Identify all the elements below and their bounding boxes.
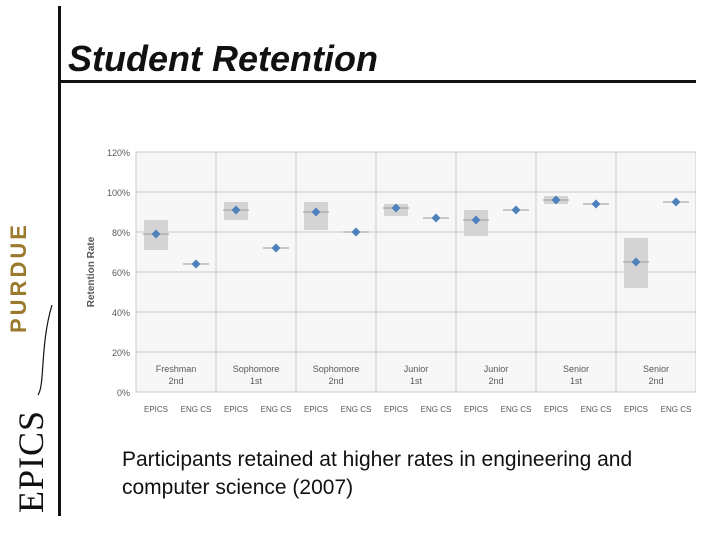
group-label-line1: Senior [643,364,669,374]
data-point-diamond [591,199,601,209]
y-tick-label: 0% [117,388,130,398]
logo-swash [37,304,53,396]
x-tick-label: ENG CS [501,405,532,414]
x-tick-label: ENG CS [661,405,692,414]
y-tick-label: 20% [112,348,130,358]
y-tick-label: 40% [112,308,130,318]
data-point-diamond [511,205,521,215]
x-tick-label: EPICS [464,405,488,414]
data-point-diamond [431,213,441,223]
x-tick-label: EPICS [224,405,248,414]
group-label-line2: 2nd [488,376,503,386]
horizontal-rule [58,80,696,83]
data-point-diamond [151,229,161,239]
epics-purdue-logo: PURDUE EPICS [0,195,58,520]
group-label-line1: Freshman [156,364,197,374]
group-label-line1: Senior [563,364,589,374]
x-tick-label: EPICS [144,405,168,414]
marker-layer [151,195,681,269]
y-tick-label: 100% [107,188,130,198]
x-tick-label: EPICS [624,405,648,414]
x-tick-label: ENG CS [581,405,612,414]
data-point-diamond [311,207,321,217]
slide-caption: Participants retained at higher rates in… [122,448,633,499]
data-point-diamond [271,243,281,253]
grid-layer [135,151,696,393]
data-point-diamond [671,197,681,207]
slide-title: Student Retention [68,38,378,79]
y-tick-label: 120% [107,148,130,158]
group-label-line2: 1st [250,376,263,386]
group-label-line1: Sophomore [233,364,280,374]
x-tick-label: EPICS [384,405,408,414]
x-tick-label: ENG CS [181,405,212,414]
data-point-diamond [471,215,481,225]
data-point-diamond [391,203,401,213]
label-layer: 0% 20% 40% 60% 80% 100% 120% Freshman 2nd EPICS EN… [107,148,691,414]
group-label-line2: 1st [410,376,423,386]
epics-wordmark: EPICS [11,409,51,513]
x-tick-label: EPICS [304,405,328,414]
x-tick-label: ENG CS [261,405,292,414]
group-label-line2: 2nd [328,376,343,386]
retention-chart: 0% 20% 40% 60% 80% 100% 120% Freshman 2nd EPICS EN… [80,137,696,431]
group-label-line2: 2nd [648,376,663,386]
y-axis-title: Retention Rate [86,236,97,307]
data-point-diamond [551,195,561,205]
group-label-line2: 1st [570,376,583,386]
data-point-diamond [191,259,201,269]
data-point-diamond [351,227,361,237]
x-tick-label: ENG CS [341,405,372,414]
x-tick-label: ENG CS [421,405,452,414]
data-point-diamond [631,257,641,267]
group-label-line1: Junior [404,364,429,374]
data-point-diamond [231,205,241,215]
group-label-line1: Sophomore [313,364,360,374]
y-tick-label: 80% [112,228,130,238]
vertical-rule [58,6,61,516]
group-label-line1: Junior [484,364,509,374]
x-tick-label: EPICS [544,405,568,414]
y-tick-label: 60% [112,268,130,278]
group-label-line2: 2nd [168,376,183,386]
